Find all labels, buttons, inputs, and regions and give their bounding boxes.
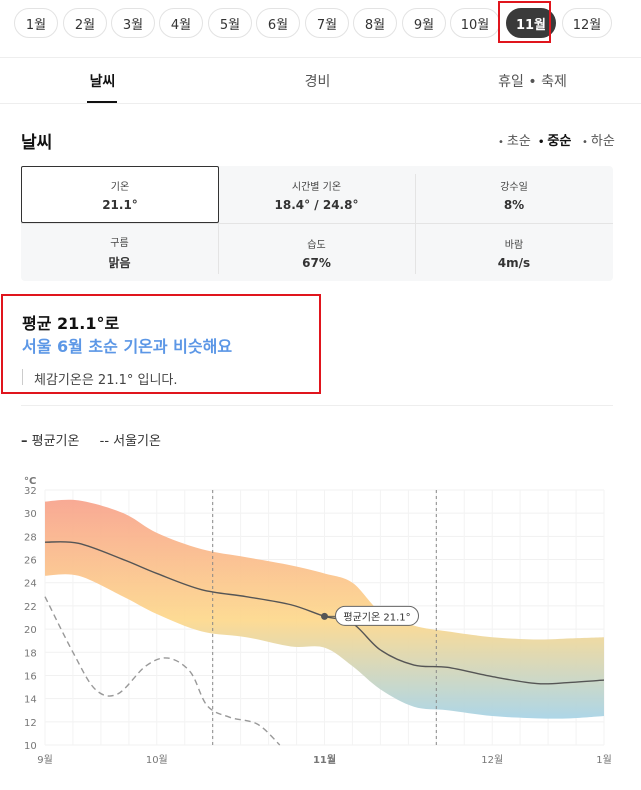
section-title: 날씨 [21, 133, 53, 153]
chart-unit-label: °C [24, 476, 36, 487]
tab-expenses[interactable]: 경비 [304, 74, 331, 90]
y-tick-label: 26 [24, 556, 37, 567]
quote-bar [22, 369, 23, 385]
month-pill-4[interactable]: 4월 [159, 8, 203, 38]
stat-label: 강수일 [500, 181, 528, 193]
grid-divider [415, 174, 416, 274]
feels-like-text: 체감기온은 21.1° 입니다. [34, 373, 178, 388]
month-pill-10[interactable]: 10월 [450, 8, 500, 38]
y-tick-label: 20 [24, 625, 37, 636]
legend-avg: – 평균기온 [21, 434, 80, 449]
y-tick-label: 22 [24, 602, 37, 613]
weather-stats-grid: 기온 21.1° 시간별 기온 18.4° / 24.8° 강수일 8% 구름 … [21, 166, 613, 281]
x-tick-label: 9월 [37, 754, 53, 766]
month-pill-2[interactable]: 2월 [63, 8, 107, 38]
stat-value: 18.4° / 24.8° [274, 197, 359, 212]
stat-rain-days[interactable]: 강수일 8% [415, 166, 613, 223]
y-tick-label: 12 [24, 718, 37, 729]
stat-label: 바람 [504, 239, 524, 251]
y-tick-label: 10 [24, 741, 37, 752]
month-pill-6[interactable]: 6월 [256, 8, 300, 38]
tab-active-indicator [87, 101, 117, 103]
x-tick-label: 11월 [313, 754, 336, 766]
y-tick-label: 14 [24, 695, 37, 706]
stat-hourly-temperature[interactable]: 시간별 기온 18.4° / 24.8° [218, 166, 415, 223]
stat-value: 21.1° [102, 197, 138, 212]
annotation-label: 평균기온 21.1° [343, 611, 410, 623]
section-divider [21, 405, 613, 406]
x-tick-label: 10월 [146, 754, 168, 766]
x-tick-label: 1월 [596, 754, 612, 766]
grid-divider [218, 174, 219, 274]
chart-legend: – 평균기온 -- 서울기온 [21, 430, 177, 449]
stat-label: 기온 [110, 181, 130, 193]
summary-comparison: 서울 6월 초순 기온과 비슷해요 [22, 337, 233, 356]
y-tick-label: 24 [24, 579, 37, 590]
month-pill-7[interactable]: 7월 [305, 8, 349, 38]
month-pill-5[interactable]: 5월 [208, 8, 252, 38]
annotation-bubble [335, 605, 419, 626]
stat-humidity[interactable]: 습도 67% [218, 224, 415, 281]
temperature-range-band [45, 499, 604, 719]
highlight-box-summary [1, 294, 321, 394]
stat-value: 맑음 [108, 256, 131, 270]
stat-temperature[interactable]: 기온 21.1° [21, 166, 219, 223]
month-selector: 1월 2월 3월 4월 5월 6월 7월 8월 9월 10월 11월 12월 [0, 0, 641, 56]
tab-weather[interactable]: 날씨 [89, 74, 116, 90]
stat-value: 8% [503, 197, 525, 212]
stat-value: 67% [302, 255, 331, 270]
y-tick-label: 16 [24, 671, 37, 682]
stat-wind[interactable]: 바람 4m/s [415, 224, 613, 281]
period-late[interactable]: • 하순 [582, 134, 615, 149]
x-tick-label: 12월 [481, 754, 503, 766]
y-tick-label: 32 [24, 486, 37, 497]
month-pill-9[interactable]: 9월 [402, 8, 446, 38]
summary-average: 평균 21.1°로 [22, 314, 120, 333]
stat-cloud[interactable]: 구름 맑음 [21, 224, 218, 281]
stat-label: 구름 [110, 238, 129, 249]
tab-bar: 날씨 경비 휴일 • 축제 [0, 57, 641, 104]
month-pill-12[interactable]: 12월 [562, 8, 612, 38]
period-mid[interactable]: • 중순 [538, 134, 572, 149]
stat-label: 습도 [307, 239, 326, 251]
tab-holidays[interactable]: 휴일 • 축제 [498, 74, 567, 90]
y-tick-label: 18 [24, 648, 37, 659]
month-pill-11[interactable]: 11월 [506, 8, 556, 38]
month-pill-1[interactable]: 1월 [14, 8, 58, 38]
temperature-chart: 평균기온 21.1° °C 10 12 14 16 18 20 22 24 26 28 30 32 9월 1… [24, 476, 612, 766]
series-seoul-line [44, 596, 281, 746]
highlight-box-month [498, 1, 551, 43]
stat-value: 4m/s [497, 255, 531, 270]
y-tick-label: 30 [24, 509, 37, 520]
legend-seoul: -- 서울기온 [99, 434, 161, 449]
month-pill-8[interactable]: 8월 [353, 8, 397, 38]
stat-label: 시간별 기온 [291, 181, 342, 193]
period-early[interactable]: • 초순 [498, 134, 531, 149]
month-pill-3[interactable]: 3월 [111, 8, 155, 38]
y-tick-label: 28 [24, 532, 37, 543]
grid-divider [21, 223, 613, 224]
